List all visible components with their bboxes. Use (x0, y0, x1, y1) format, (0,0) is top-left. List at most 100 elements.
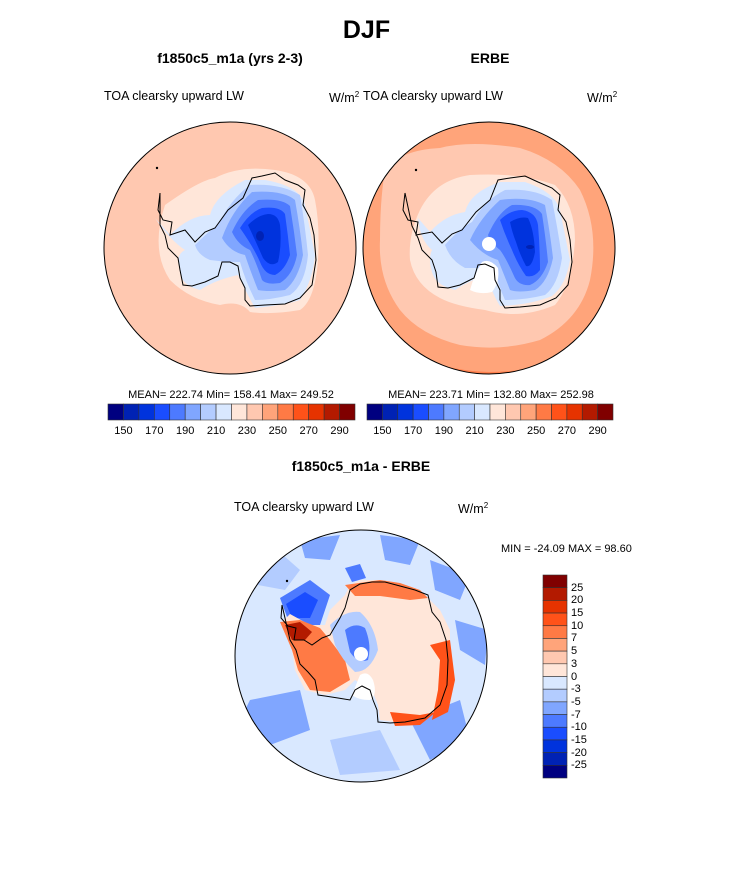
colorbar-box (200, 403, 217, 421)
colorbar-box (184, 403, 201, 421)
plateau-band (510, 217, 535, 267)
colorbar-box (581, 403, 598, 421)
island-marker (155, 166, 159, 170)
units-label-diff: W/m2 (458, 501, 488, 516)
units-label-model: W/m2 (329, 90, 359, 105)
units-exponent: 2 (354, 90, 360, 99)
pole-hole (482, 237, 496, 251)
colorbar-tick-label: 230 (496, 425, 515, 437)
colorbar-tick-label: 210 (206, 425, 226, 437)
colorbar-box (542, 625, 568, 639)
map-diff (234, 529, 488, 783)
units-base: W/m (458, 502, 484, 517)
colorbar-box (542, 612, 568, 627)
colorbar-box (542, 574, 568, 588)
colorbar-tick-label: 210 (465, 425, 484, 437)
colorbar-ticks-model: 150 170 190 210 230 250 270 290 (0, 425, 733, 441)
colorbar-tick-label: 250 (526, 425, 546, 437)
colorbar-tick-label: 150 (373, 425, 392, 437)
figure-title: DJF (342, 16, 391, 44)
panel-title-obs: ERBE (470, 50, 510, 66)
stats-obs: MEAN= 223.71 Min= 132.80 Max= 252.98 (388, 389, 594, 401)
colorbar-tick-label: 270 (299, 425, 318, 437)
colorbar-box (154, 403, 171, 421)
units-exponent: 2 (612, 90, 618, 99)
colorbar-ticks-obs: 150 170 190 210 230 250 270 290 (0, 425, 733, 441)
coastline (157, 172, 317, 307)
colorbar-box (542, 638, 568, 652)
colorbar-box (107, 403, 124, 421)
colorbar-tick-label: 170 (145, 425, 164, 437)
anomaly-patch (430, 560, 470, 600)
colorbar-tick-label: 170 (403, 425, 423, 437)
map-border (234, 529, 488, 783)
colorbar-box (443, 403, 460, 421)
anomaly-patch (330, 730, 400, 775)
units-base: W/m (329, 91, 355, 106)
colorbar-box (458, 403, 475, 421)
colorbar-box (542, 765, 568, 779)
anomaly-patch (455, 620, 487, 665)
colorbar-tick-label: 290 (330, 425, 349, 437)
colorbar-box (542, 714, 568, 728)
colorbar-tick-label: 190 (176, 425, 195, 437)
colorbar-tick-label: 290 (588, 425, 607, 437)
colorbar-box (542, 587, 568, 601)
colorbar-box (397, 403, 414, 421)
stats-model: MEAN= 222.74 Min= 158.41 Max= 249.52 (128, 389, 334, 401)
colorbar-box (277, 403, 294, 421)
units-label-obs: W/m2 (587, 90, 617, 105)
map-border (362, 121, 616, 375)
colorbar-box (505, 403, 522, 421)
peninsula-negative-core (286, 592, 318, 618)
colorbar-box (542, 701, 568, 715)
colorbar-tick-label: 250 (268, 425, 287, 437)
units-base: W/m (587, 91, 613, 106)
colorbar-box (231, 403, 248, 421)
pole-hole (354, 647, 368, 661)
colorbar-box (138, 403, 155, 421)
colorbar-box (262, 403, 279, 421)
colorbar-box (308, 403, 325, 421)
variable-label-diff: TOA clearsky upward LW (234, 500, 374, 514)
north-coast-positive (345, 580, 428, 600)
colorbar-box (412, 403, 429, 421)
island-marker (285, 579, 289, 583)
colorbar-tick-label: 270 (557, 425, 577, 437)
variable-label-obs: TOA clearsky upward LW (363, 89, 503, 103)
plateau-minimum (526, 245, 534, 249)
map-obs (362, 121, 616, 375)
island-marker (414, 168, 418, 172)
anomaly-patch (345, 564, 366, 582)
colorbar-box (535, 403, 552, 421)
colorbar-box (542, 650, 568, 665)
map-border (103, 121, 357, 375)
colorbar-box (542, 676, 568, 690)
units-exponent: 2 (483, 501, 489, 510)
colorbar-box (489, 403, 506, 421)
anomaly-patch (380, 535, 420, 565)
colorbar-tick-label: 150 (114, 425, 133, 437)
colorbar-box (542, 752, 568, 766)
colorbar-box (542, 739, 568, 753)
colorbar-diff (542, 574, 568, 779)
panel-title-model: f1850c5_m1a (yrs 2-3) (157, 50, 303, 66)
colorbar-box (339, 403, 356, 421)
coastline (402, 175, 573, 309)
colorbar-box (169, 403, 186, 421)
colorbar-box (382, 403, 399, 421)
colorbar-box (542, 663, 568, 677)
ross-missing-data (470, 260, 499, 294)
colorbar-box (520, 403, 537, 421)
panel-title-diff: f1850c5_m1a - ERBE (291, 458, 431, 474)
colorbar-box (542, 600, 568, 614)
colorbar-tick-label: 190 (434, 425, 454, 437)
colorbar-box (428, 403, 445, 421)
colorbar-box (323, 403, 340, 421)
plateau-minimum (256, 231, 264, 241)
colorbar-model (107, 403, 356, 421)
colorbar-box (246, 403, 263, 421)
map-model (103, 121, 357, 375)
colorbar-box (542, 688, 568, 703)
